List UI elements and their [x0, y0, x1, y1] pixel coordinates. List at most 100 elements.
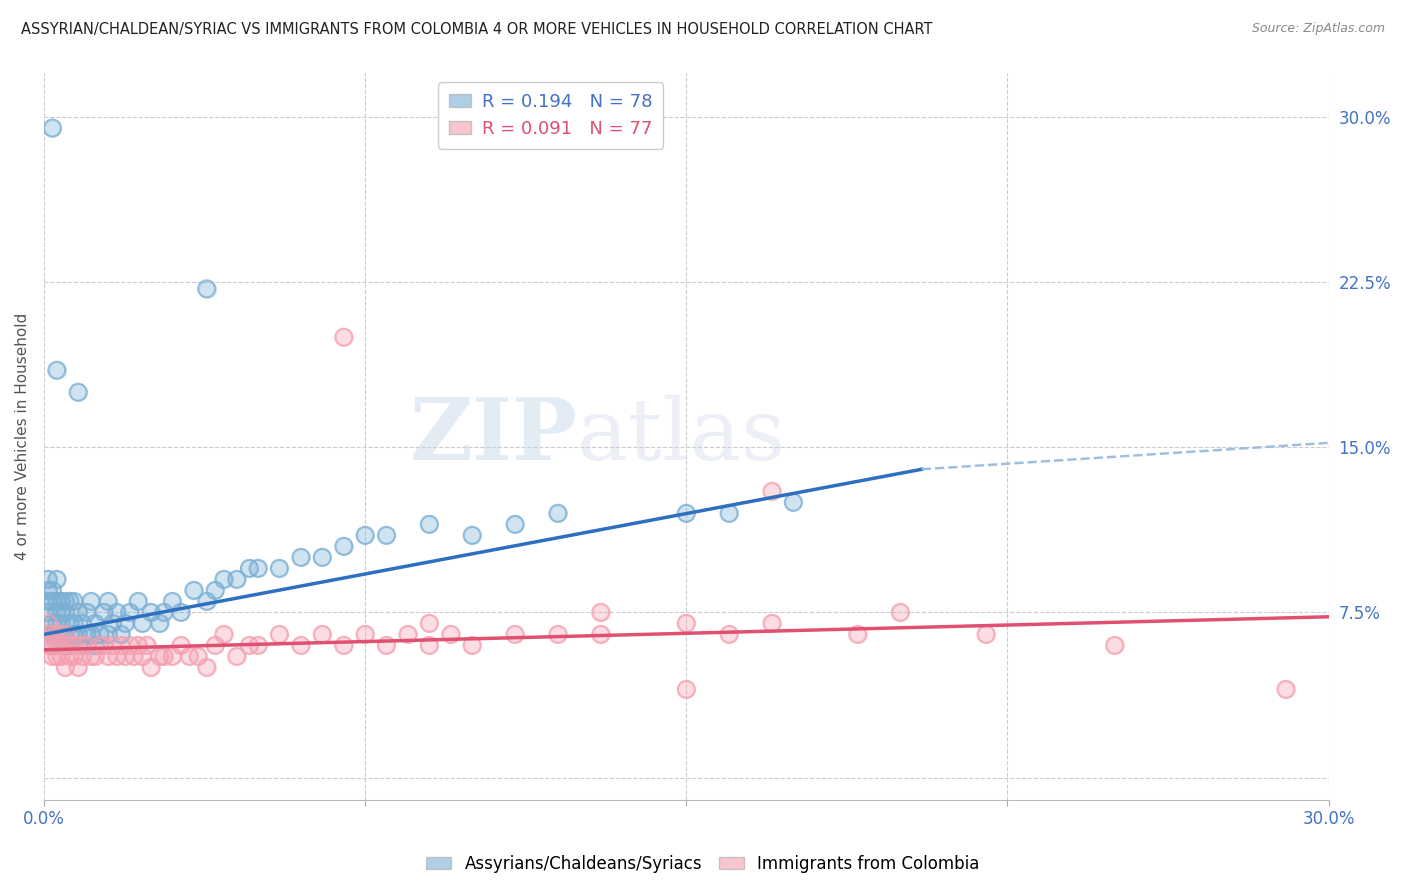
Point — [72, 649, 94, 664]
Point — [97, 627, 120, 641]
Point — [589, 627, 612, 641]
Text: ZIP: ZIP — [409, 394, 576, 478]
Point — [105, 606, 128, 620]
Point — [45, 594, 67, 608]
Point — [45, 363, 67, 377]
Point — [41, 583, 63, 598]
Point — [58, 594, 80, 608]
Point — [67, 639, 90, 653]
Point — [718, 506, 741, 520]
Point — [114, 616, 136, 631]
Point — [45, 649, 67, 664]
Point — [204, 639, 226, 653]
Point — [440, 627, 463, 641]
Point — [41, 639, 63, 653]
Point — [41, 121, 63, 136]
Point — [354, 627, 377, 641]
Point — [139, 606, 162, 620]
Point — [547, 506, 569, 520]
Point — [45, 594, 67, 608]
Point — [118, 639, 141, 653]
Point — [41, 594, 63, 608]
Point — [41, 121, 63, 136]
Point — [461, 528, 484, 542]
Point — [76, 639, 98, 653]
Point — [45, 627, 67, 641]
Point — [179, 649, 201, 664]
Point — [718, 506, 741, 520]
Point — [195, 282, 218, 296]
Point — [101, 616, 124, 631]
Point — [41, 639, 63, 653]
Point — [45, 627, 67, 641]
Point — [53, 639, 76, 653]
Point — [238, 639, 260, 653]
Point — [332, 639, 354, 653]
Point — [63, 616, 86, 631]
Point — [53, 639, 76, 653]
Point — [41, 649, 63, 664]
Point — [80, 594, 103, 608]
Point — [37, 594, 59, 608]
Legend: Assyrians/Chaldeans/Syriacs, Immigrants from Colombia: Assyrians/Chaldeans/Syriacs, Immigrants … — [419, 848, 987, 880]
Point — [195, 660, 218, 674]
Point — [354, 528, 377, 542]
Point — [67, 606, 90, 620]
Point — [67, 660, 90, 674]
Point — [127, 594, 149, 608]
Text: Source: ZipAtlas.com: Source: ZipAtlas.com — [1251, 22, 1385, 36]
Point — [375, 639, 398, 653]
Point — [418, 616, 440, 631]
Point — [97, 649, 120, 664]
Point — [67, 639, 90, 653]
Point — [212, 573, 235, 587]
Point — [76, 606, 98, 620]
Point — [89, 639, 111, 653]
Point — [675, 616, 697, 631]
Point — [45, 649, 67, 664]
Point — [53, 594, 76, 608]
Point — [37, 616, 59, 631]
Point — [225, 573, 247, 587]
Point — [49, 594, 72, 608]
Point — [53, 660, 76, 674]
Point — [589, 606, 612, 620]
Point — [45, 573, 67, 587]
Point — [1104, 639, 1126, 653]
Point — [58, 639, 80, 653]
Point — [204, 583, 226, 598]
Point — [37, 627, 59, 641]
Point — [418, 517, 440, 532]
Point — [195, 282, 218, 296]
Point — [974, 627, 997, 641]
Point — [675, 682, 697, 697]
Point — [889, 606, 911, 620]
Point — [49, 627, 72, 641]
Point — [139, 660, 162, 674]
Point — [290, 550, 312, 565]
Point — [49, 639, 72, 653]
Point — [589, 627, 612, 641]
Point — [37, 594, 59, 608]
Point — [37, 606, 59, 620]
Point — [440, 627, 463, 641]
Point — [84, 649, 107, 664]
Point — [547, 506, 569, 520]
Point — [170, 606, 193, 620]
Point — [41, 649, 63, 664]
Point — [72, 639, 94, 653]
Point — [195, 660, 218, 674]
Point — [37, 583, 59, 598]
Point — [418, 517, 440, 532]
Point — [58, 639, 80, 653]
Point — [247, 639, 270, 653]
Point — [84, 639, 107, 653]
Point — [675, 506, 697, 520]
Point — [45, 639, 67, 653]
Point — [332, 330, 354, 344]
Point — [375, 528, 398, 542]
Point — [187, 649, 209, 664]
Point — [37, 583, 59, 598]
Point — [675, 616, 697, 631]
Point — [89, 639, 111, 653]
